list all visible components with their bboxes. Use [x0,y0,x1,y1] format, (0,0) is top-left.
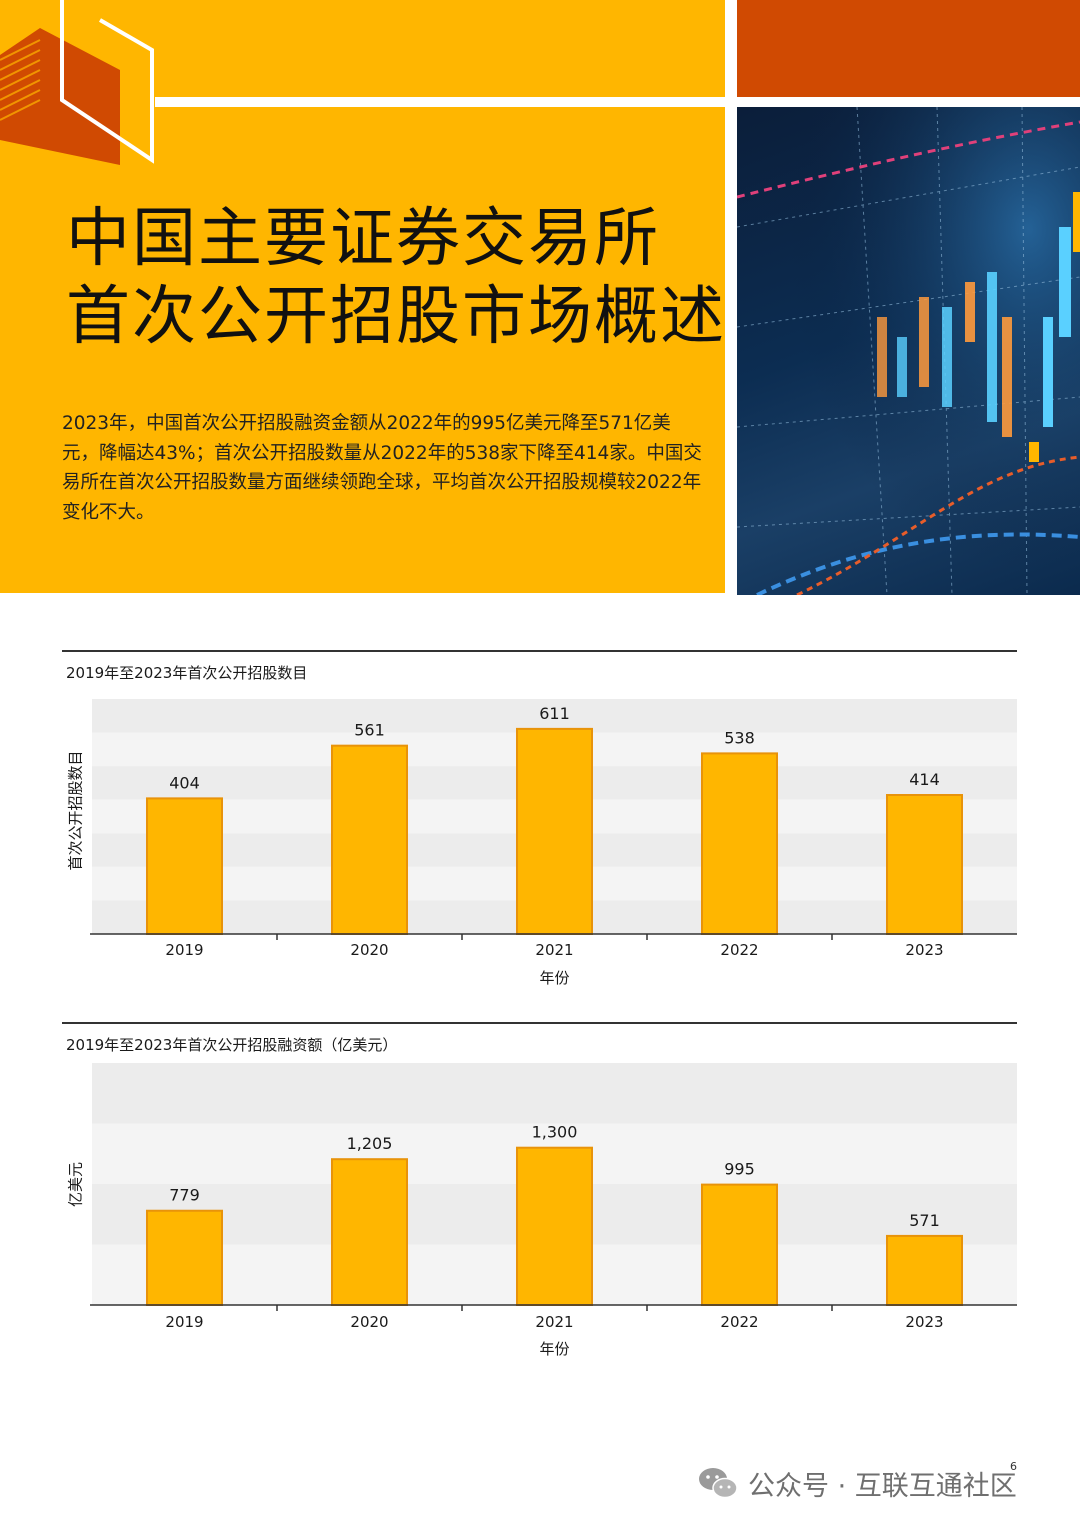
chart-2-data-label: 571 [909,1211,940,1230]
stock-candlestick-photo [737,107,1080,595]
chart-1-bar [701,752,778,936]
chart-1-data-label: 611 [539,704,570,723]
chart-2-x-tick-label: 2020 [350,1313,388,1331]
chart-2-x-tick-label: 2023 [905,1313,943,1331]
chart-2-bar [331,1158,408,1306]
watermark: 公众号 · 互联互通社区 [698,1463,1017,1503]
chart-2-x-tick-label: 2019 [165,1313,203,1331]
chart-2-grid-band [92,1063,1017,1124]
chart-1-bar [331,744,408,936]
chart-1-x-tick-label: 2023 [905,941,943,959]
chart-1-data-label: 404 [169,773,200,792]
chart-2-data-label: 779 [169,1186,200,1205]
wechat-icon [699,1468,738,1499]
chart-2-bar [516,1146,593,1306]
chart-1-bar [516,727,593,936]
chart-1-x-tick-label: 2022 [720,941,758,959]
chart-2-bar [701,1183,778,1306]
chart-2-bar [146,1209,223,1306]
page-number: 6 [1010,1460,1017,1473]
intro-paragraph: 2023年，中国首次公开招股融资金额从2022年的995亿美元降至571亿美元，… [62,413,702,523]
chart-1-data-label: 414 [909,770,940,789]
chart-1-x-tick-label: 2021 [535,941,573,959]
chart-1-data-label: 561 [354,721,385,740]
hero-accent-block [737,0,1080,97]
chart-1-data-label: 538 [724,728,755,747]
page-title-line-2: 首次公开招股市场概述 [66,280,726,354]
chart-2-x-tick-label: 2021 [535,1313,573,1331]
chart-1-x-tick-label: 2019 [165,941,203,959]
watermark-text: 公众号 · 互联互通社区 [748,1470,1017,1502]
chart-1-grid-band [92,699,1017,733]
chart-2-data-label: 1,205 [347,1134,393,1153]
hero-divider-vertical [725,0,737,600]
brand-logo-mark [0,0,154,165]
hero-divider-horizontal [155,97,1080,107]
page-title-line-1: 中国主要证券交易所 [66,202,660,276]
chart-1-x-tick-label: 2020 [350,941,388,959]
page-title: 中国主要证券交易所 首次公开招股市场概述 [66,200,726,356]
chart-2-x-axis-title: 年份 [539,1340,569,1358]
chart-2-data-label: 1,300 [532,1123,578,1142]
chart-2-x-tick-label: 2022 [720,1313,758,1331]
chart-2-data-label: 995 [724,1160,755,1179]
chart-2-bar [886,1234,963,1307]
chart-1-x-axis-title: 年份 [539,969,569,987]
